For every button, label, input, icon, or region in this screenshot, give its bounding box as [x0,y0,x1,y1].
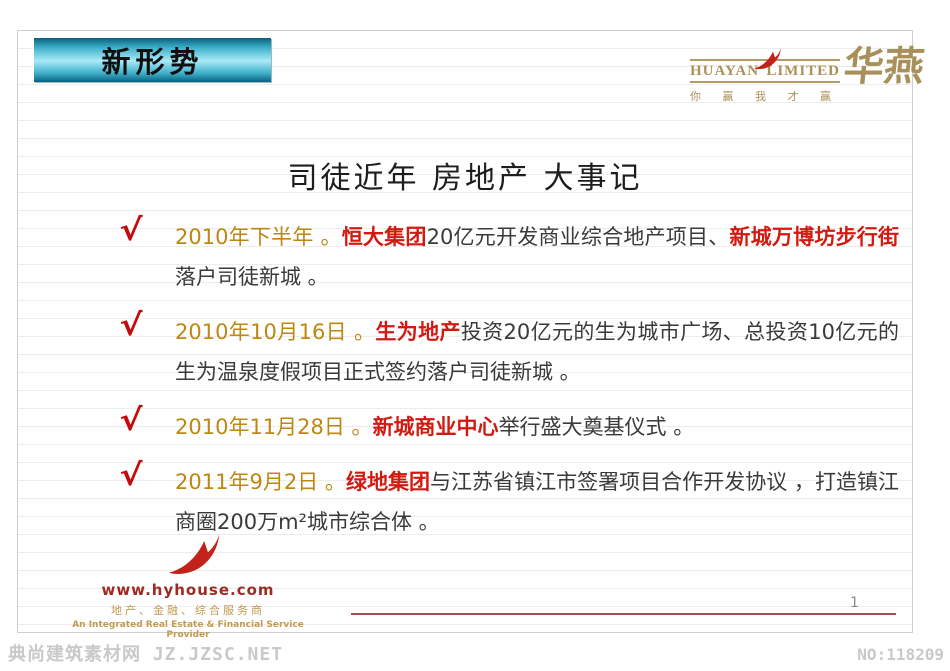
bullet-text: 2010年下半年 。恒大集团20亿元开发商业综合地产项目、新城万博坊步行街落户司… [175,217,899,297]
slide-canvas: 新形势 HUAYAN LIMITED 你 赢 我 才 赢 华燕 司徒近年 房地产… [17,30,926,640]
text-segment: 新城万博坊步行街 [729,225,900,249]
text-segment: 生为地产 [375,320,461,344]
section-header-tab: 新形势 [34,38,271,82]
page-number: 1 [850,595,859,611]
text-segment: 投资20亿元的生为城市广场、总投资10亿元的生为温泉度假项目正式签约落户司徒新城… [175,320,900,384]
logo-wordmark: HUAYAN LIMITED 你 赢 我 才 赢 [690,45,840,104]
text-segment: 举行盛大奠基仪式 。 [498,415,695,439]
text-segment: 2011年9月2日 。 [175,470,346,494]
text-segment: 落户司徒新城 。 [175,265,329,289]
watermark-site-name: 典尚建筑素材网 JZ.JZSC.NET [8,644,284,665]
bullet-item: √ 2011年9月2日 。绿地集团与江苏省镇江市签署项目合作开发协议 ，打造镇江商… [119,458,899,542]
checkmark-icon: √ [119,458,143,493]
text-segment: 新城商业中心 [372,415,499,439]
text-segment: 2010年10月16日 。 [175,320,376,344]
company-logo: HUAYAN LIMITED 你 赢 我 才 赢 华燕 [690,44,926,104]
footer-website: www.hyhouse.com [101,581,275,599]
checkmark-icon: √ [119,403,143,438]
bird-swoosh-icon [168,534,220,574]
bullet-text: 2010年10月16日 。生为地产投资20亿元的生为城市广场、总投资10亿元的生… [175,312,899,392]
bullet-text: 2011年9月2日 。绿地集团与江苏省镇江市签署项目合作开发协议 ，打造镇江商圈… [175,462,899,542]
logo-name-right: LIMITED [766,63,840,79]
section-title: 新形势 [101,45,204,79]
logo-tagline: 你 赢 我 才 赢 [690,90,840,103]
logo-name-left: HUAYAN [690,63,760,79]
checkmark-icon: √ [119,308,143,343]
footer-brand: www.hyhouse.com 地产、金融、综合服务商 An Integrate… [58,531,318,640]
logo-latin-name: HUAYAN LIMITED [690,59,840,83]
bullet-item: √ 2010年下半年 。恒大集团20亿元开发商业综合地产项目、新城万博坊步行街落户… [119,213,899,297]
footer-services-cn: 地产、金融、综合服务商 [111,604,265,617]
text-segment: 2010年下半年 。 [175,225,342,249]
watermark-id-number: NO:118209 [857,645,944,664]
bullet-list: √ 2010年下半年 。恒大集团20亿元开发商业综合地产项目、新城万博坊步行街落户… [119,213,899,557]
text-segment: 与江苏省镇江市签署项目合作开发协议 ，打造镇江商圈200万m²城市综合体 。 [175,470,899,534]
text-segment: 2010年11月28日 。 [175,415,373,439]
page-title: 司徒近年 房地产 大事记 [287,161,643,196]
text-segment: 绿地集团 [345,470,431,494]
footer-services-en: An Integrated Real Estate & Financial Se… [72,620,304,640]
logo-chinese-name: 华燕 [841,44,927,90]
checkmark-icon: √ [119,213,143,248]
bird-swoosh-icon [754,48,781,70]
bullet-text: 2010年11月28日 。新城商业中心举行盛大奠基仪式 。 [175,407,899,447]
text-segment: 20亿元开发商业综合地产项目、 [426,225,730,249]
text-segment: 恒大集团 [341,225,427,249]
bullet-item: √ 2010年11月28日 。新城商业中心举行盛大奠基仪式 。 [119,403,899,447]
footer-divider-line [351,613,896,615]
bullet-item: √ 2010年10月16日 。生为地产投资20亿元的生为城市广场、总投资10亿元的… [119,308,899,392]
